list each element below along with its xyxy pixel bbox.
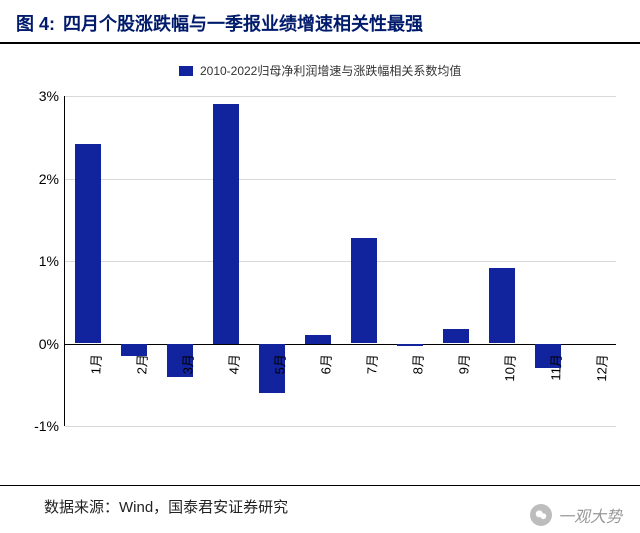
title-prefix: 图 4: [16,10,55,36]
x-axis-label: 12月 [591,353,611,381]
x-axis-label: 8月 [407,353,427,374]
wechat-icon [530,504,552,526]
x-axis-label: 11月 [545,353,565,380]
bar [213,104,239,343]
gridline [65,179,616,180]
y-axis-label: 3% [39,88,65,104]
gridline [65,261,616,262]
source-line: 数据来源：Wind，国泰君安证券研究 [44,496,288,517]
x-axis-label: 2月 [131,353,151,374]
gridline [65,344,616,345]
gridline [65,426,616,427]
y-axis-label: -1% [34,418,65,434]
figure-title: 图 4: 四月个股涨跌幅与一季报业绩增速相关性最强 [0,0,640,44]
x-axis-label: 4月 [223,353,243,374]
legend-label: 2010-2022归母净利润增速与涨跌幅相关系数均值 [200,64,461,78]
bar [397,344,423,346]
bar [489,268,515,344]
bar [351,238,377,344]
x-axis-label: 6月 [315,353,335,374]
footer: 数据来源：Wind，国泰君安证券研究 一观大势 [0,485,640,533]
legend-swatch [179,66,193,76]
chart-area: 2010-2022归母净利润增速与涨跌幅相关系数均值 -1% 0% 1% 2% 3% 1月… [0,44,640,474]
x-axis-label: 5月 [269,353,289,374]
title-text: 四月个股涨跌幅与一季报业绩增速相关性最强 [63,10,423,36]
x-axis-label: 1月 [85,353,105,374]
x-axis-label: 3月 [177,353,197,374]
gridline [65,96,616,97]
watermark-text: 一观大势 [558,503,622,527]
y-axis-label: 1% [39,253,65,269]
plot-region: -1%0%1%2%3%1月2月3月4月5月6月7月8月9月10月11月12月 [64,96,616,426]
y-axis-label: 2% [39,171,65,187]
bar [305,335,331,343]
legend: 2010-2022归母净利润增速与涨跌幅相关系数均值 [0,62,640,79]
x-axis-label: 10月 [499,353,519,381]
x-axis-label: 7月 [361,353,381,374]
watermark: 一观大势 [530,503,622,527]
y-axis-label: 0% [39,336,65,352]
x-axis-label: 9月 [453,353,473,374]
bar [75,144,101,344]
bar [443,329,469,344]
